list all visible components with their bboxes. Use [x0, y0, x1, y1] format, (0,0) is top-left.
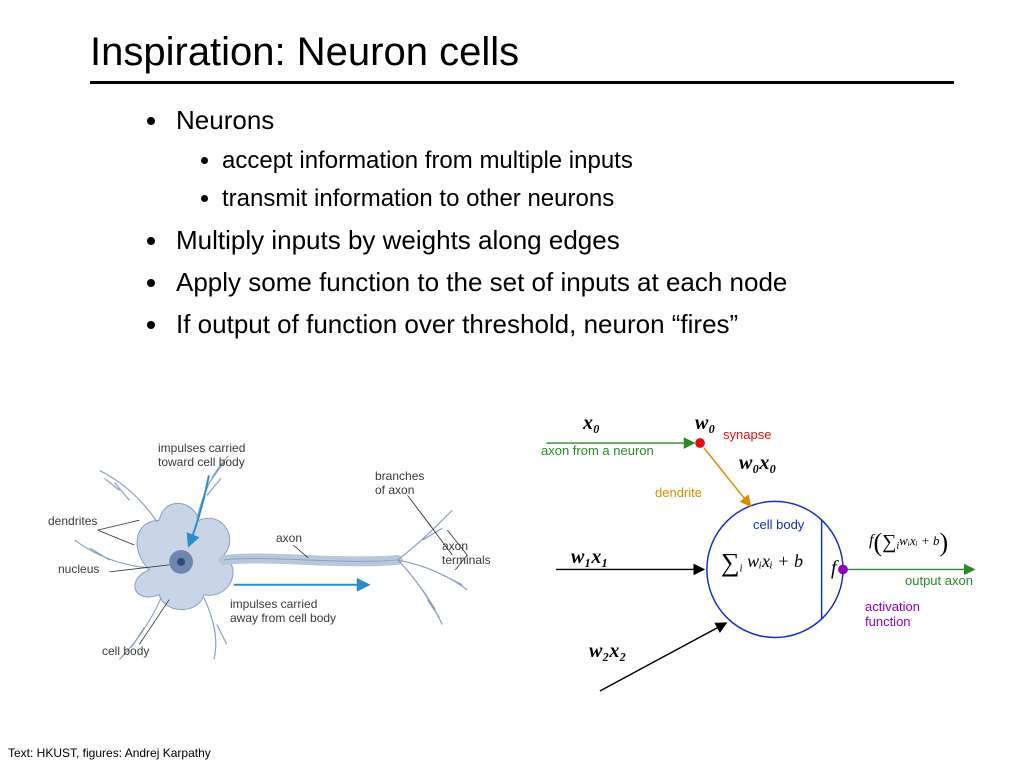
- model-fout: f(∑iwᵢxᵢ + b): [869, 528, 948, 558]
- bio-label-branches: branches of axon: [375, 470, 424, 498]
- attribution-text: Text: HKUST, figures: Andrej Karpathy: [8, 746, 211, 760]
- title-rule: [90, 81, 954, 84]
- model-x0: x₀: [583, 412, 600, 435]
- model-dendrite: dendrite: [655, 486, 702, 501]
- bullet-2: Multiply inputs by weights along edges: [170, 222, 984, 258]
- model-sum-body: wᵢxᵢ + b: [747, 551, 803, 571]
- nucleus-core: [177, 558, 185, 566]
- bullet-1b: transmit information to other neurons: [222, 182, 984, 216]
- model-sum-sub: i: [740, 563, 743, 575]
- model-neuron-figure: x₀ w₀ axon from a neuron synapse w₀x₀ de…: [527, 400, 984, 700]
- model-fout-body: wᵢxᵢ + b: [899, 533, 939, 548]
- slide-title: Inspiration: Neuron cells: [90, 30, 954, 81]
- synapse-dot: [695, 438, 705, 448]
- bullet-1-sub: accept information from multiple inputs …: [222, 144, 984, 215]
- bullet-list: Neurons accept information from multiple…: [170, 102, 984, 343]
- bio-label-terminals: axon terminals: [442, 540, 491, 568]
- bio-label-axon: axon: [276, 532, 302, 546]
- bio-neuron-figure: dendrites nucleus cell body axon branche…: [40, 400, 497, 700]
- model-cellbody: cell body: [753, 518, 804, 533]
- bullet-3: Apply some function to the set of inputs…: [170, 264, 984, 300]
- bio-label-in: impulses carried toward cell body: [158, 442, 245, 470]
- model-activation: activation function: [865, 600, 920, 630]
- bio-label-nucleus: nucleus: [58, 563, 99, 577]
- bullet-1-text: Neurons: [176, 105, 274, 135]
- model-sum-sigma: ∑: [721, 548, 740, 577]
- model-sum-expr: ∑i wᵢxᵢ + b: [721, 548, 803, 578]
- model-output-axon: output axon: [905, 574, 973, 589]
- model-w2x2: w₂x₂: [589, 640, 626, 663]
- model-w0x0: w₀x₀: [739, 452, 776, 475]
- model-f: f: [831, 557, 837, 580]
- bio-label-out: impulses carried away from cell body: [230, 598, 336, 626]
- bio-label-cellbody: cell body: [102, 645, 149, 659]
- bullet-1a: accept information from multiple inputs: [222, 144, 984, 178]
- output-dot: [838, 565, 848, 575]
- model-fout-sigma: ∑: [882, 531, 896, 553]
- model-w0: w₀: [695, 412, 715, 435]
- bio-label-dendrites: dendrites: [48, 515, 97, 529]
- model-synapse: synapse: [723, 428, 771, 443]
- model-w1x1: w₁x₁: [571, 546, 608, 569]
- bullet-4: If output of function over threshold, ne…: [170, 306, 984, 342]
- model-axon-from: axon from a neuron: [541, 444, 654, 459]
- bullet-1: Neurons accept information from multiple…: [170, 102, 984, 216]
